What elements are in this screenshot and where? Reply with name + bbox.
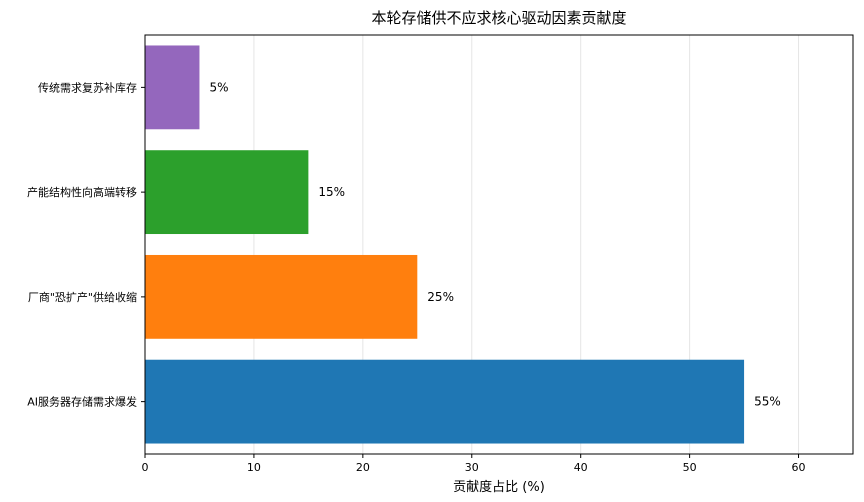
- x-tick-label: 20: [356, 461, 370, 474]
- bar-value-label: 5%: [209, 80, 228, 94]
- bar: [145, 150, 309, 235]
- bar-value-label: 55%: [754, 395, 781, 409]
- y-tick-label: 厂商"恐扩产"供给收缩: [28, 290, 137, 304]
- bar-value-label: 15%: [318, 185, 345, 199]
- y-tick-label: 传统需求复苏补库存: [38, 80, 137, 94]
- data-labels: 55% 25% 15% 5%: [209, 80, 780, 408]
- x-tick-label: 60: [792, 461, 806, 474]
- bars: [145, 45, 745, 444]
- bar: [145, 45, 200, 130]
- y-tick-label: 产能结构性向高端转移: [27, 185, 137, 199]
- x-axis-label: 贡献度占比 (%): [453, 479, 545, 495]
- bar-value-label: 25%: [427, 290, 454, 304]
- chart-title: 本轮存储供不应求核心驱动因素贡献度: [371, 9, 626, 27]
- x-tick-label: 40: [574, 461, 588, 474]
- x-tick-label: 30: [465, 461, 479, 474]
- x-tick-label: 50: [683, 461, 697, 474]
- bar: [145, 254, 418, 339]
- y-tick-label: AI服务器存储需求爆发: [27, 395, 137, 409]
- x-tick-label: 0: [142, 461, 149, 474]
- x-tick-label: 10: [247, 461, 261, 474]
- bar: [145, 359, 745, 444]
- plot-frame: [144, 34, 854, 455]
- x-axis-ticks: 0 10 20 30 40 50 60: [142, 454, 806, 474]
- grid-lines: [144, 35, 800, 454]
